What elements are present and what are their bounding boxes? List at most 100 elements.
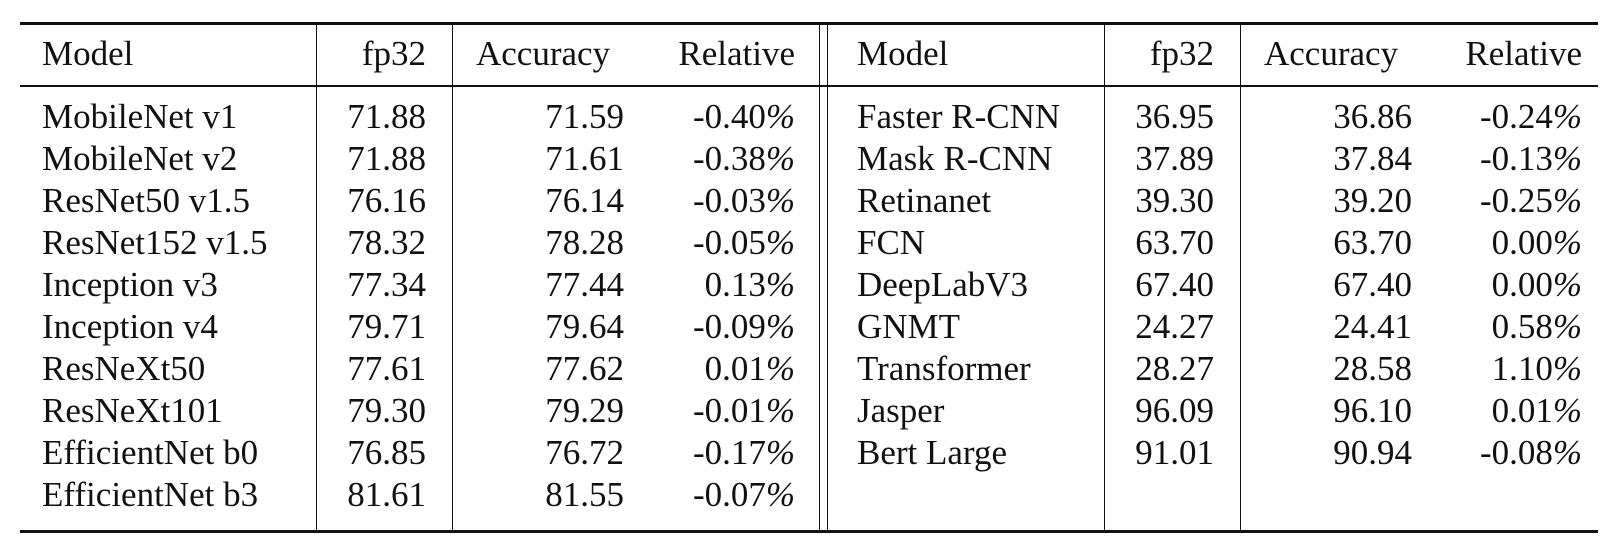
right-model-cell: Mask R-CNN (857, 139, 1053, 178)
right-accuracy-cell: 24.41 (1333, 307, 1412, 346)
left-fp32-cell: 79.71 (347, 307, 426, 346)
right-relative-percent-sign: % (1552, 97, 1582, 136)
table-row: ResNeXt101 79.30 79.29 -0.01% Jasper 96.09 96.… (0, 390, 1618, 432)
right-fp32-cell: 28.27 (1135, 349, 1214, 388)
left-relative-cell: -0.07% (640, 474, 795, 516)
left-accuracy-cell: 71.59 (545, 97, 624, 136)
left-fp32-cell: 76.85 (347, 433, 426, 472)
table-row: ResNet50 v1.5 76.16 76.14 -0.03% Retinanet 39… (0, 180, 1618, 222)
right-relative-cell: 0.01% (1430, 390, 1582, 432)
column-divider-left-fp32 (452, 25, 453, 530)
left-fp32-cell: 77.34 (347, 265, 426, 304)
left-relative-value: -0.17 (692, 433, 766, 472)
left-relative-percent-sign: % (765, 475, 795, 514)
right-relative-cell: -0.25% (1430, 180, 1582, 222)
right-relative-cell: 0.00% (1430, 222, 1582, 264)
left-model-cell: ResNeXt101 (42, 391, 223, 430)
left-relative-percent-sign: % (765, 97, 795, 136)
left-fp32-cell: 79.30 (347, 391, 426, 430)
left-model-cell: ResNeXt50 (42, 349, 206, 388)
left-relative-percent-sign: % (765, 391, 795, 430)
right-relative-cell: 0.58% (1430, 306, 1582, 348)
left-accuracy-cell: 77.62 (545, 349, 624, 388)
right-relative-value: 0.01 (1491, 391, 1553, 430)
right-accuracy-cell: 96.10 (1333, 391, 1412, 430)
right-fp32-cell: 36.95 (1135, 97, 1214, 136)
right-relative-percent-sign: % (1552, 181, 1582, 220)
right-model-cell: DeepLabV3 (857, 265, 1029, 304)
right-accuracy-cell: 39.20 (1333, 181, 1412, 220)
right-fp32-cell: 63.70 (1135, 223, 1214, 262)
header-right-relative: Relative (1465, 34, 1582, 73)
right-fp32-cell: 39.30 (1135, 181, 1214, 220)
table-row: MobileNet v1 71.88 71.59 -0.40% Faster R-CNN… (0, 96, 1618, 138)
left-fp32-cell: 78.32 (347, 223, 426, 262)
left-relative-cell: -0.38% (640, 138, 795, 180)
left-model-cell: EfficientNet b3 (42, 475, 259, 514)
left-relative-cell: -0.03% (640, 180, 795, 222)
left-fp32-cell: 71.88 (347, 139, 426, 178)
right-relative-percent-sign: % (1552, 223, 1582, 262)
left-relative-value: -0.05 (692, 223, 766, 262)
left-relative-value: -0.09 (692, 307, 766, 346)
left-model-cell: Inception v4 (42, 307, 218, 346)
right-fp32-cell: 37.89 (1135, 139, 1214, 178)
left-model-cell: Inception v3 (42, 265, 218, 304)
table-row: ResNet152 v1.5 78.32 78.28 -0.05% FCN 63.70 63… (0, 222, 1618, 264)
right-relative-value: -0.13 (1479, 139, 1553, 178)
left-relative-percent-sign: % (765, 181, 795, 220)
table-row: ResNeXt50 77.61 77.62 0.01% Transformer 28.27… (0, 348, 1618, 390)
table-row: Inception v3 77.34 77.44 0.13% DeepLabV3 67.4… (0, 264, 1618, 306)
left-relative-percent-sign: % (765, 433, 795, 472)
right-accuracy-cell: 28.58 (1333, 349, 1412, 388)
left-fp32-cell: 81.61 (347, 475, 426, 514)
left-relative-cell: -0.05% (640, 222, 795, 264)
table-row: MobileNet v2 71.88 71.61 -0.38% Mask R-CNN 37… (0, 138, 1618, 180)
left-relative-percent-sign: % (765, 223, 795, 262)
left-model-cell: ResNet50 v1.5 (42, 181, 251, 220)
column-divider-right-fp32 (1240, 25, 1241, 530)
left-accuracy-cell: 71.61 (545, 139, 624, 178)
left-relative-value: -0.38 (692, 139, 766, 178)
header-left-fp32: fp32 (361, 34, 426, 73)
right-accuracy-cell: 67.40 (1333, 265, 1412, 304)
table-bottom-rule (20, 530, 1598, 533)
right-fp32-cell: 67.40 (1135, 265, 1214, 304)
left-accuracy-cell: 76.72 (545, 433, 624, 472)
right-relative-value: 0.00 (1491, 223, 1553, 262)
right-relative-percent-sign: % (1552, 391, 1582, 430)
left-relative-percent-sign: % (765, 307, 795, 346)
right-relative-value: -0.25 (1479, 181, 1553, 220)
column-divider-center-double-a (819, 25, 820, 530)
left-model-cell: ResNet152 v1.5 (42, 223, 268, 262)
table-top-rule (20, 22, 1598, 25)
table-header-row: Model fp32 Accuracy Relative Model fp32 … (0, 33, 1618, 75)
left-model-cell: EfficientNet b0 (42, 433, 259, 472)
left-accuracy-cell: 76.14 (545, 181, 624, 220)
right-fp32-cell: 96.09 (1135, 391, 1214, 430)
header-right-fp32: fp32 (1149, 34, 1214, 73)
left-relative-value: -0.03 (692, 181, 766, 220)
left-relative-cell: -0.17% (640, 432, 795, 474)
left-fp32-cell: 77.61 (347, 349, 426, 388)
left-relative-value: 0.01 (704, 349, 766, 388)
right-fp32-cell: 91.01 (1135, 433, 1214, 472)
left-relative-cell: 0.13% (640, 264, 795, 306)
right-model-cell: Faster R-CNN (857, 97, 1061, 136)
header-right-model: Model (857, 34, 949, 73)
right-accuracy-cell: 36.86 (1333, 97, 1412, 136)
right-model-cell: Transformer (857, 349, 1031, 388)
right-relative-percent-sign: % (1552, 433, 1582, 472)
left-relative-percent-sign: % (765, 349, 795, 388)
right-relative-percent-sign: % (1552, 139, 1582, 178)
right-relative-cell: 1.10% (1430, 348, 1582, 390)
left-relative-percent-sign: % (765, 139, 795, 178)
left-relative-value: 0.13 (704, 265, 766, 304)
left-fp32-cell: 71.88 (347, 97, 426, 136)
column-divider-left-model (316, 25, 317, 530)
right-model-cell: FCN (857, 223, 926, 262)
table-row: EfficientNet b3 81.61 81.55 -0.07% (0, 474, 1618, 516)
header-right-accuracy: Accuracy (1264, 34, 1399, 73)
right-model-cell: GNMT (857, 307, 961, 346)
header-left-model: Model (42, 34, 134, 73)
